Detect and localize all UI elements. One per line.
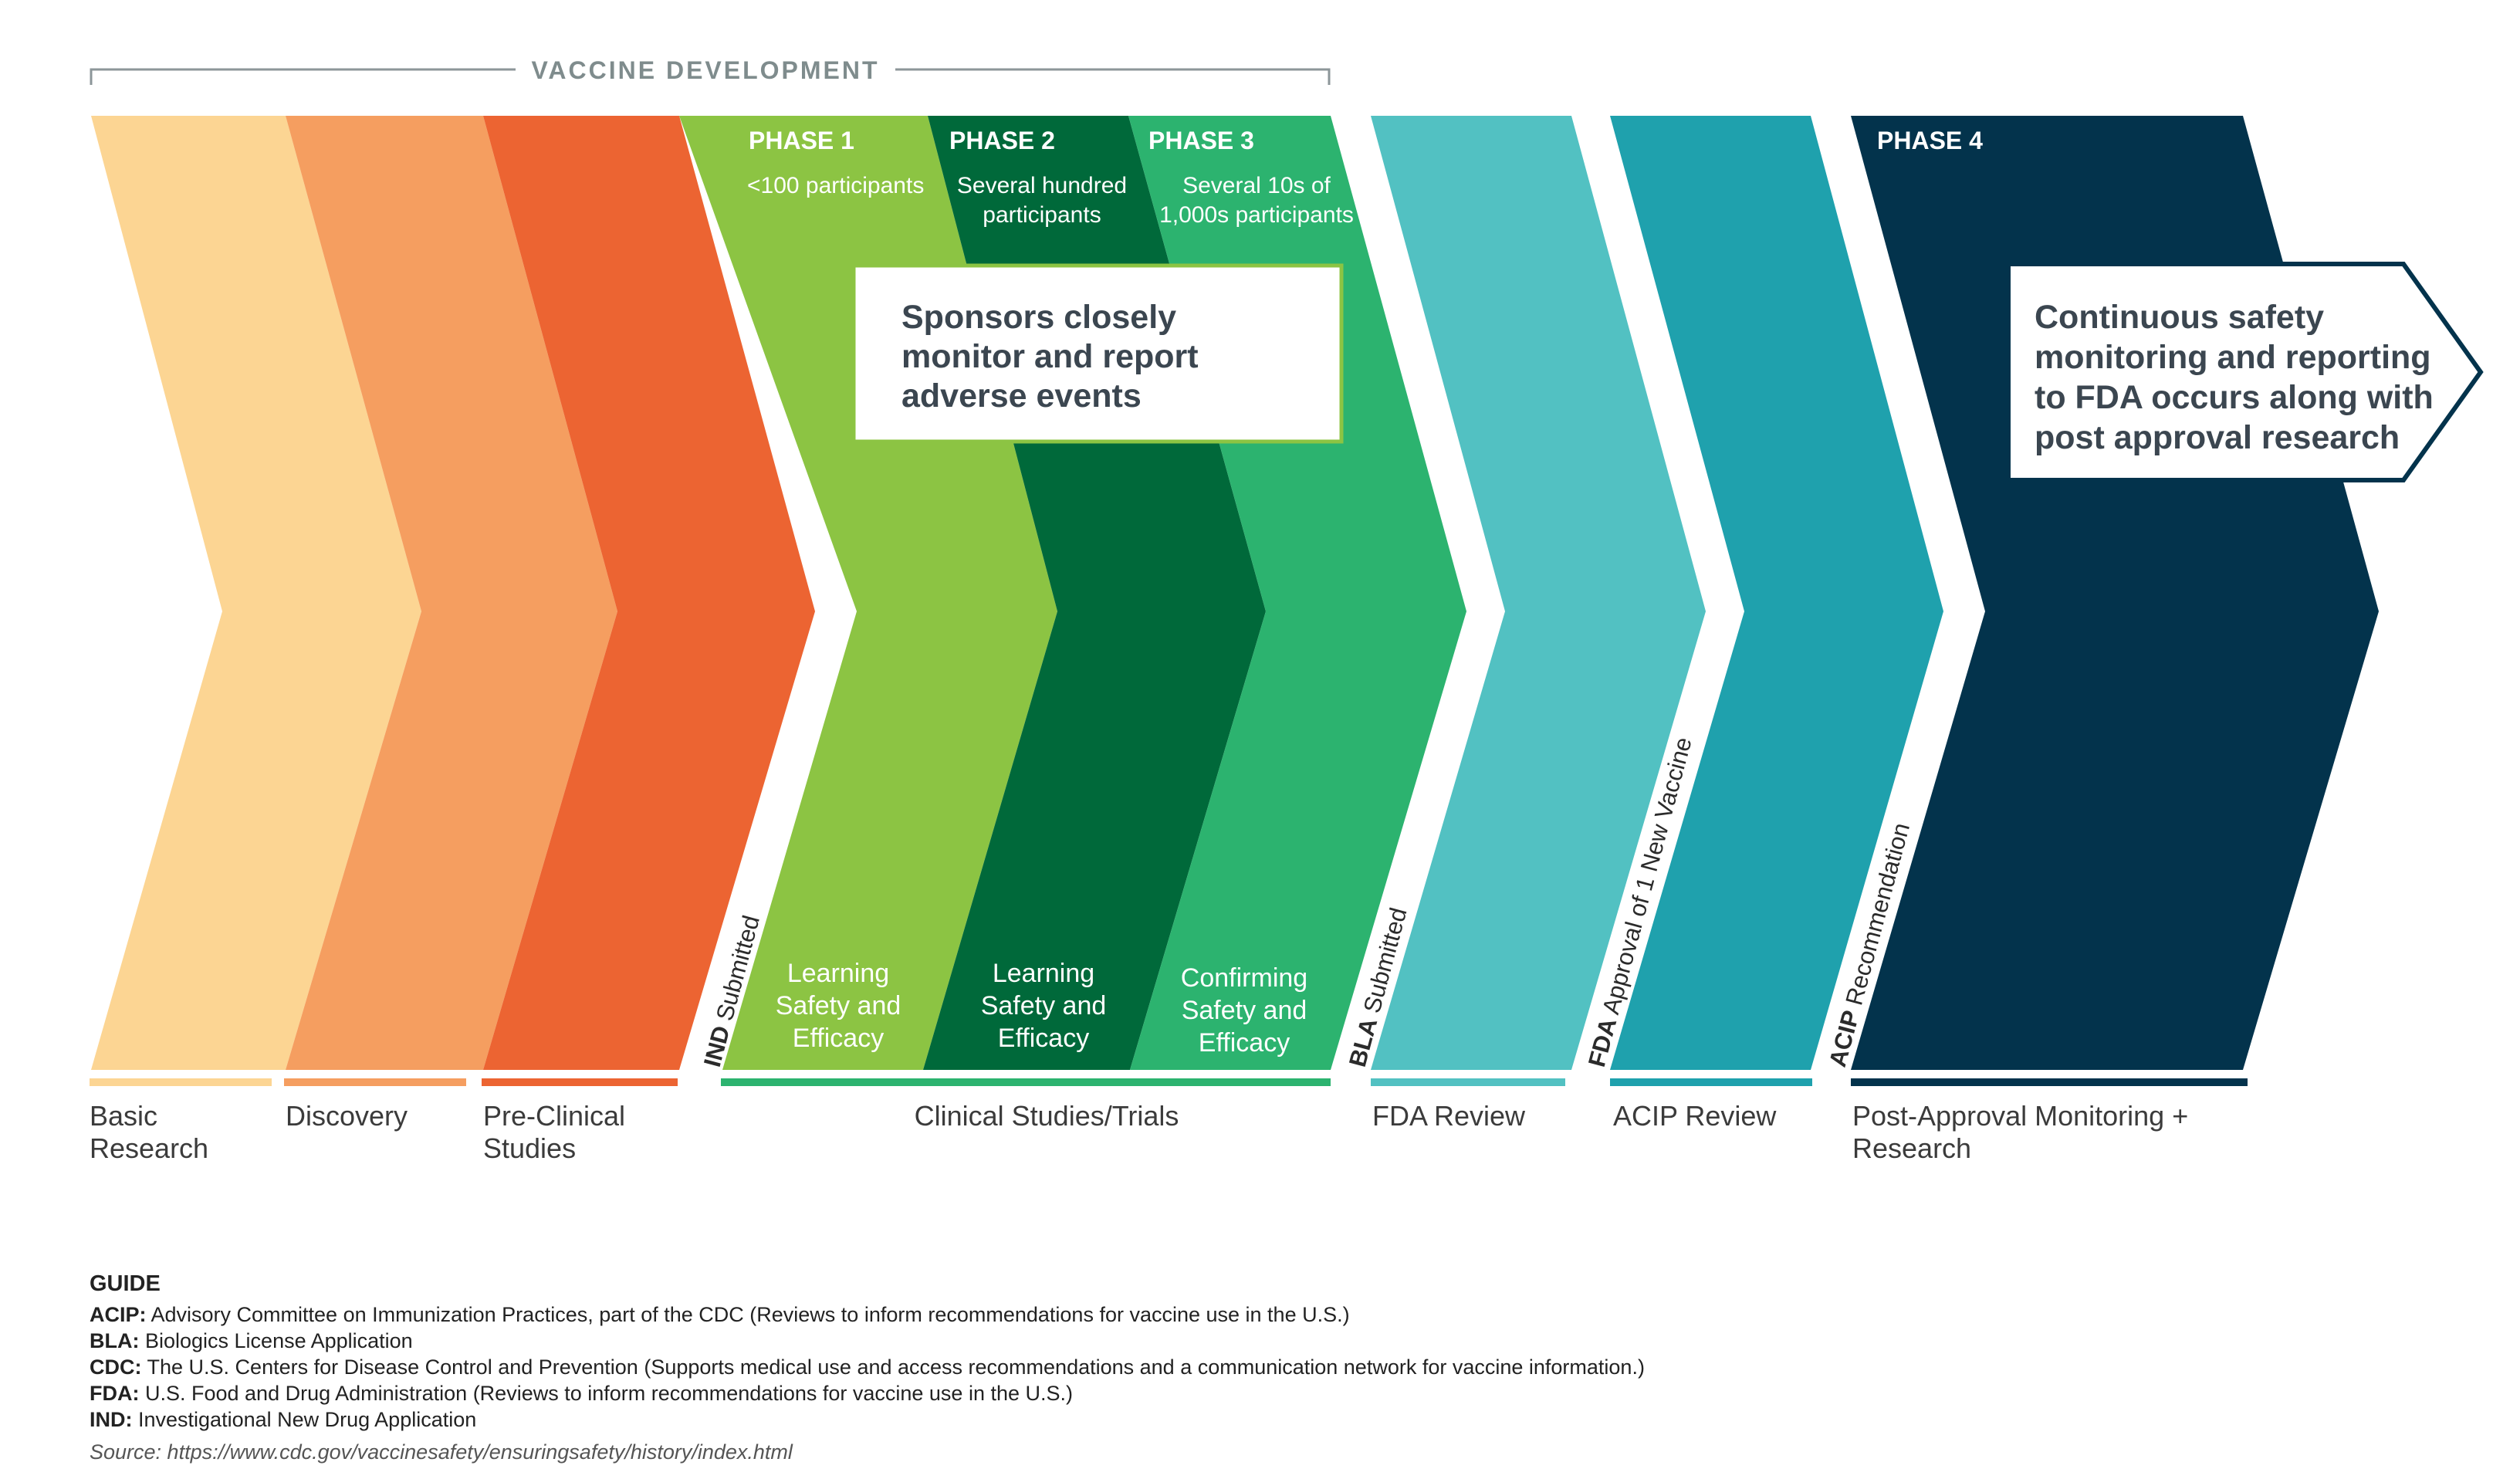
continuous-callout-line1: Continuous safety <box>2035 299 2324 336</box>
chevrons <box>91 116 2379 1070</box>
continuous-callout-line2: monitoring and reporting <box>2035 339 2431 376</box>
phase3-title: PHASE 3 <box>1148 127 1254 154</box>
chevron-pre-clinical <box>483 116 815 1070</box>
phase2-desc-line2: Safety and <box>981 991 1107 1020</box>
sponsors-callout-line3: adverse events <box>901 377 1142 415</box>
phase2-participants-line2: participants <box>983 202 1101 228</box>
guide-entry-bla: BLA: Biologics License Application <box>90 1329 413 1352</box>
bar-fda-review <box>1371 1078 1565 1086</box>
phase3-desc-line2: Safety and <box>1182 996 1307 1025</box>
bar-clinical <box>721 1078 1331 1086</box>
bar-basic-research <box>90 1078 272 1086</box>
phase2-title: PHASE 2 <box>949 127 1055 154</box>
chevron-basic-research <box>91 116 421 1070</box>
vaccine-development-title: VACCINE DEVELOPMENT <box>531 56 879 84</box>
stage-labels: Basic Research Discovery Pre-Clinical St… <box>90 1100 2188 1164</box>
phase-headers: PHASE 1 <100 participants PHASE 2 Severa… <box>747 127 1983 228</box>
chevron-discovery <box>286 116 617 1070</box>
stage-bars <box>90 1078 2248 1086</box>
phase1-title: PHASE 1 <box>749 127 854 154</box>
phase1-desc-line3: Efficacy <box>793 1024 884 1053</box>
stage-pre-clinical-line2: Studies <box>483 1132 576 1164</box>
guide-entry-cdc: CDC: The U.S. Centers for Disease Contro… <box>90 1355 1645 1379</box>
source-citation: Source: https://www.cdc.gov/vaccinesafet… <box>90 1440 793 1464</box>
phase-descriptions: Learning Safety and Efficacy Learning Sa… <box>776 959 1307 1058</box>
guide-entry-fda: FDA: U.S. Food and Drug Administration (… <box>90 1382 1073 1405</box>
sponsors-callout-line2: monitor and report <box>901 338 1199 375</box>
phase1-desc-line1: Learning <box>787 959 889 988</box>
bar-discovery <box>284 1078 466 1086</box>
phase2-participants-line1: Several hundred <box>957 173 1127 198</box>
stage-post-approval-line1: Post-Approval Monitoring + <box>1852 1100 2188 1132</box>
phase3-participants-line1: Several 10s of <box>1182 173 1331 198</box>
bar-post-approval <box>1851 1078 2248 1086</box>
phase1-participants: <100 participants <box>747 173 924 198</box>
stage-discovery: Discovery <box>286 1100 408 1132</box>
stage-clinical: Clinical Studies/Trials <box>915 1100 1179 1132</box>
stage-acip-review: ACIP Review <box>1613 1100 1777 1132</box>
bar-acip-review <box>1610 1078 1812 1086</box>
phase3-desc-line3: Efficacy <box>1199 1028 1290 1058</box>
guide: GUIDE ACIP: Advisory Committee on Immuni… <box>90 1271 1645 1464</box>
guide-entry-acip: ACIP: Advisory Committee on Immunization… <box>90 1303 1350 1326</box>
phase2-desc-line3: Efficacy <box>998 1024 1089 1053</box>
stage-post-approval-line2: Research <box>1852 1132 1971 1164</box>
sponsors-callout-line1: Sponsors closely <box>901 299 1176 336</box>
phase3-participants-line2: 1,000s participants <box>1159 202 1354 228</box>
chevron-fda-review <box>1371 116 1706 1070</box>
vaccine-development-bracket: VACCINE DEVELOPMENT <box>90 56 1331 85</box>
stage-pre-clinical-line1: Pre-Clinical <box>483 1100 625 1132</box>
chevron-acip-review <box>1610 116 1943 1070</box>
stage-fda-review: FDA Review <box>1372 1100 1526 1132</box>
phase3-desc-line1: Confirming <box>1181 963 1307 993</box>
stage-basic-research-line2: Research <box>90 1132 208 1164</box>
guide-title: GUIDE <box>90 1271 161 1296</box>
phase4-title: PHASE 4 <box>1877 127 1983 154</box>
continuous-callout-line4: post approval research <box>2035 419 2400 456</box>
continuous-callout-line3: to FDA occurs along with <box>2035 379 2434 416</box>
sponsors-callout: Sponsors closely monitor and report adve… <box>851 263 1344 444</box>
stage-basic-research-line1: Basic <box>90 1100 157 1132</box>
phase1-desc-line2: Safety and <box>776 991 901 1020</box>
continuous-monitoring-callout: Continuous safety monitoring and reporti… <box>2006 262 2484 482</box>
phase2-desc-line1: Learning <box>993 959 1094 988</box>
bar-pre-clinical <box>482 1078 678 1086</box>
guide-entry-ind: IND: Investigational New Drug Applicatio… <box>90 1408 476 1431</box>
